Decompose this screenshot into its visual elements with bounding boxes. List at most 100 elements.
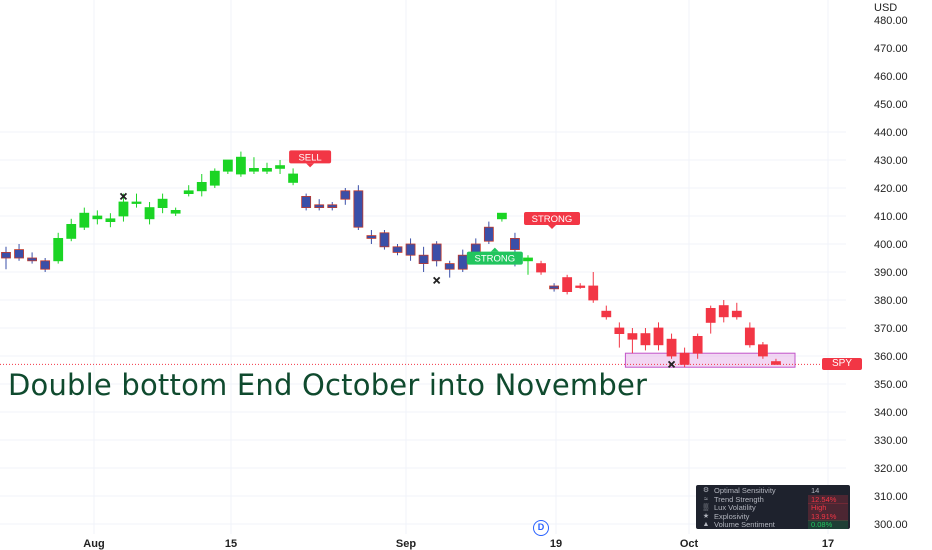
price-tick-label: 430.00 [874, 155, 908, 167]
price-tick-label: 460.00 [874, 71, 908, 83]
candle [196, 174, 207, 197]
candle [314, 199, 325, 211]
cross-marker [433, 276, 441, 285]
candle [144, 202, 155, 225]
candle [431, 241, 442, 267]
candle [170, 207, 181, 216]
price-tick-label: 480.00 [874, 15, 908, 27]
dashboard-value: 14 [811, 486, 820, 495]
cross-marker [667, 360, 676, 369]
candle [457, 249, 468, 272]
price-tick-label: 340.00 [874, 407, 908, 419]
dashboard-row: ≈ Trend Strength 12.54% [696, 494, 850, 504]
candle [157, 193, 168, 214]
dashboard-label: Trend Strength [714, 494, 764, 504]
candle [679, 347, 690, 368]
candle [353, 185, 364, 230]
price-tick-label: 420.00 [874, 183, 908, 195]
candle [405, 238, 416, 261]
indicator-dashboard: ⚙ Optimal Sensitivity 14 ≈ Trend Strength 12.… [696, 485, 850, 530]
candle [118, 193, 129, 222]
candle [483, 221, 494, 244]
candle [183, 185, 194, 197]
price-tick-label: 350.00 [874, 379, 908, 391]
cross-marker [119, 192, 128, 201]
buy-signal-label: STRONG [466, 247, 523, 265]
dashboard-label: Optimal Sensitivity [714, 486, 776, 495]
candle [235, 151, 246, 177]
time-tick-label: 17 [822, 538, 834, 550]
price-axis-bg [846, 0, 932, 550]
price-tick-label: 390.00 [874, 267, 908, 279]
interval-badge[interactable]: D [533, 520, 549, 536]
candle [105, 213, 116, 228]
volume-sentiment-icon: ▲ [702, 521, 710, 529]
price-tick-label: 380.00 [874, 295, 908, 307]
candle [327, 202, 338, 211]
candle [275, 160, 285, 174]
cross-markers [119, 192, 676, 369]
dashboard-value: 12.54% [808, 494, 848, 504]
candle [40, 258, 51, 272]
candle [666, 333, 677, 359]
candle [496, 212, 507, 222]
candle [601, 305, 612, 320]
dashboard-value: 13.91% [808, 511, 848, 521]
candle [262, 162, 272, 174]
price-tick-label: 440.00 [874, 127, 908, 139]
dashboard-value: High [808, 503, 848, 513]
signal-text: STRONG [475, 254, 516, 265]
candle [575, 283, 586, 289]
time-tick-label: Oct [680, 538, 699, 550]
candle [288, 168, 299, 186]
candle [692, 333, 703, 359]
candle [366, 230, 377, 244]
candle [27, 252, 38, 264]
candle [131, 193, 142, 208]
time-axis[interactable]: Aug 15 Sep 19 Oct 17 [83, 538, 834, 550]
time-tick-label: Sep [396, 538, 416, 550]
price-tick-label: 330.00 [874, 435, 908, 447]
candle [249, 157, 259, 174]
candle [744, 322, 755, 348]
dashboard-value: 0.08% [808, 520, 848, 530]
candle [444, 260, 455, 278]
candle [222, 159, 233, 174]
time-tick-label: 15 [225, 538, 237, 550]
trend-strength-icon: ≈ [704, 495, 708, 503]
candle [53, 232, 64, 264]
candle [653, 322, 664, 351]
explosivity-icon: ★ [702, 512, 710, 520]
candle [549, 283, 559, 292]
price-tick-label: 450.00 [874, 99, 908, 111]
dashboard-label: Volume Sentiment [714, 520, 775, 530]
currency-label: USD [874, 2, 897, 14]
candle [705, 305, 716, 334]
price-tick-label: 400.00 [874, 239, 908, 251]
price-axis[interactable]: 300.00 310.00 320.00 330.00 340.00 350.00 360.… [874, 15, 908, 531]
candle [536, 260, 546, 275]
time-tick-label: Aug [83, 538, 104, 550]
chart-grid [0, 0, 846, 534]
price-tick-label: 370.00 [874, 323, 908, 335]
candle [771, 358, 781, 365]
candle [758, 342, 768, 359]
dashboard-label: Lux Volatility [714, 503, 756, 513]
candle [640, 328, 651, 351]
dashboard-row: ★ Explosivity 13.91% [696, 511, 850, 521]
candle [379, 230, 390, 250]
dashboard-row: ▒ Lux Volatility High [696, 503, 850, 513]
sell-signal-label: STRONG [524, 212, 580, 229]
last-price-tag: SPY [822, 358, 862, 370]
candles [1, 151, 781, 368]
headline-annotation: Double bottom End October into November [8, 368, 648, 402]
candle [1, 246, 11, 270]
candle [14, 244, 24, 261]
candle [418, 246, 429, 272]
candle [718, 300, 729, 323]
price-tick-label: 360.00 [874, 351, 908, 363]
candle [562, 274, 573, 295]
price-tick-label: 310.00 [874, 491, 908, 503]
dashboard-label: Explosivity [714, 511, 750, 521]
